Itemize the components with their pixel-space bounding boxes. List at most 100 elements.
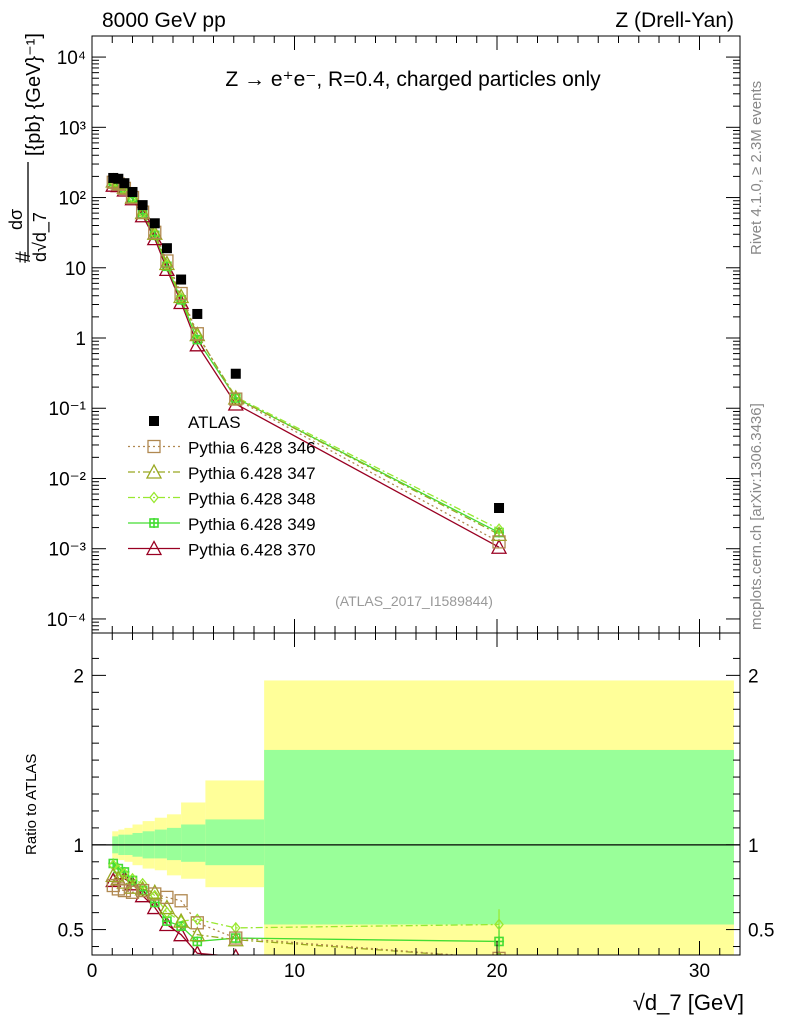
main-y-tick-label-6: 10² <box>59 189 86 210</box>
main-series-0-point-7 <box>174 286 188 301</box>
main-series-line-0 <box>113 181 500 543</box>
ratio-series-1-point-5 <box>146 883 163 899</box>
main-series-1-point-5 <box>146 224 163 240</box>
main-y-tick-label-2: 10⁻² <box>49 469 87 490</box>
ratio-y-tick-label-right-1: 1 <box>748 836 759 857</box>
ratio-green-band-7 <box>181 824 206 862</box>
ratio-uncertainty-bands <box>112 680 734 955</box>
atlas-data-point-4 <box>137 200 148 211</box>
legend-label-2: Pythia 6.428 347 <box>188 464 316 483</box>
ratio-series-0-point-9 <box>229 931 243 945</box>
ratio-green-band-9 <box>264 749 734 925</box>
ratio-series-2-point-8 <box>192 913 203 926</box>
ratio-panel: 0.5 0.51 12 20 10 20 30 Ratio to ATLAS √d_7 [G… <box>23 632 774 1015</box>
ratio-ticks-group: 0.5 0.51 12 20 10 20 30 <box>58 633 774 982</box>
main-ticks-group: 10⁻⁴ 10⁻³ 10⁻² 10⁻¹ 1 10 10² 10³ 10⁴ <box>47 36 741 633</box>
ratio-series-2-point-4 <box>137 877 148 890</box>
y-label-hash: # <box>12 251 35 263</box>
x-axis-label: √d_7 [GeV] <box>633 990 744 1015</box>
main-y-tick-label-0: 10⁻⁴ <box>47 610 86 631</box>
ratio-series-3-point-5 <box>149 897 160 908</box>
atlas-data-point-2 <box>119 178 130 189</box>
main-y-tick-label-1: 10⁻³ <box>49 540 87 561</box>
main-y-tick-label-7: 10³ <box>59 118 86 139</box>
main-series-0-point-9 <box>229 392 243 406</box>
ratio-series-2-point-0 <box>108 859 119 872</box>
ratio-series-2-point-5 <box>149 889 160 902</box>
atlas-data-point-10 <box>494 502 505 513</box>
ratio-series-1-point-7 <box>173 912 190 928</box>
legend-marker-1 <box>147 439 161 454</box>
legend-label-3: Pythia 6.428 348 <box>188 490 316 509</box>
main-y-tick-label-4: 1 <box>75 329 86 350</box>
ratio-series-1-point-8 <box>189 926 206 942</box>
main-y-tick-label-8: 10⁴ <box>57 48 86 69</box>
atlas-data-point-9 <box>230 368 241 379</box>
legend-label-1: Pythia 6.428 346 <box>188 439 316 458</box>
legend: ATLAS Pythia 6.428 346 Pythia 6.428 347 Pyt… <box>128 413 316 560</box>
ratio-series-3-point-8 <box>192 936 203 947</box>
ratio-y-tick-label-right-2: 2 <box>748 666 759 687</box>
ratio-series-2-point-10 <box>494 918 504 931</box>
atlas-data-point-8 <box>192 308 203 319</box>
legend-marker-5 <box>145 540 163 556</box>
main-panel: 10⁻⁴ 10⁻³ 10⁻² 10⁻¹ 1 10 10² 10³ 10⁴ Z → e⁺e⁻, R… <box>6 33 741 634</box>
ratio-marks-group <box>105 858 506 955</box>
ratio-series-2-point-2 <box>119 867 130 880</box>
ratio-series-0-point-10 <box>492 951 506 955</box>
ratio-series-1-point-6 <box>158 899 176 915</box>
atlas-data-point-7 <box>176 274 187 285</box>
ratio-series-2-point-1 <box>113 864 124 877</box>
main-series-1-point-7 <box>173 288 190 304</box>
y-label-units: [{pb} {GeV}⁻¹] <box>23 33 45 156</box>
ratio-series-2-point-6 <box>162 906 172 919</box>
main-series-0-point-8 <box>190 327 204 341</box>
ratio-series-0-point-0 <box>106 878 120 893</box>
atlas-data-point-5 <box>149 218 160 229</box>
atlas-data-point-3 <box>127 186 138 197</box>
ratio-series-line-1 <box>112 874 461 955</box>
main-marks-group <box>105 172 508 554</box>
header-energy-label: 8000 GeV pp <box>102 9 226 32</box>
x-tick-label-0: 0 <box>87 961 98 982</box>
rivet-version-label: Rivet 4.1.0, ≥ 2.3M events <box>748 81 765 255</box>
atlas-data-point-0 <box>108 172 119 183</box>
ratio-green-band-6 <box>166 827 182 861</box>
main-series-1-point-6 <box>158 255 176 271</box>
ratio-y-tick-label-right-0: 0.5 <box>748 921 774 942</box>
header-process-label: Z (Drell-Yan) <box>615 9 734 32</box>
x-tick-label-2: 20 <box>486 961 507 982</box>
ratio-y-tick-label-left-1: 1 <box>73 836 84 857</box>
ratio-y-tick-label-left-2: 2 <box>73 666 84 687</box>
main-series-4-point-10 <box>490 538 508 554</box>
ratio-series-0-point-2 <box>117 883 132 898</box>
ratio-series-0-point-7 <box>174 894 188 908</box>
main-series-2-point-10 <box>494 523 504 536</box>
x-tick-label-3: 30 <box>689 961 710 982</box>
main-y-axis-label: # dσ d√d_7 [{pb} {GeV}⁻¹] <box>6 33 51 263</box>
y-label-d-sigma: dσ <box>6 209 26 230</box>
legend-label-4: Pythia 6.428 349 <box>188 515 316 534</box>
legend-marker-3 <box>149 491 159 504</box>
main-series-1-point-9 <box>227 389 244 405</box>
legend-marker-4 <box>149 518 159 528</box>
ratio-green-band-8 <box>205 819 265 866</box>
mcplots-label: mcplots.cern.ch [arXiv:1306.3436] <box>748 403 765 630</box>
ratio-series-4-point-8 <box>191 944 203 955</box>
ratio-series-0-point-8 <box>190 916 204 930</box>
watermark-label: (ATLAS_2017_I1589844) <box>335 593 493 609</box>
ratio-series-4-point-9 <box>232 948 240 955</box>
x-tick-label-1: 10 <box>284 961 305 982</box>
ratio-series-line-0 <box>112 884 464 955</box>
ratio-series-0-point-6 <box>160 890 174 905</box>
ratio-series-0-point-3 <box>125 885 140 899</box>
main-y-tick-label-3: 10⁻¹ <box>49 399 87 420</box>
ratio-y-tick-label-left-0: 0.5 <box>58 921 84 942</box>
ratio-y-axis-label: Ratio to ATLAS <box>23 754 40 855</box>
main-series-1-point-10 <box>490 526 508 542</box>
main-plot-title: Z → e⁺e⁻, R=0.4, charged particles only <box>225 68 601 91</box>
ratio-series-3-point-10 <box>494 936 505 947</box>
atlas-data-point-6 <box>161 243 172 254</box>
y-label-d-sqrt-d7: d√d_7 <box>30 212 51 262</box>
main-y-tick-label-5: 10 <box>65 259 86 280</box>
